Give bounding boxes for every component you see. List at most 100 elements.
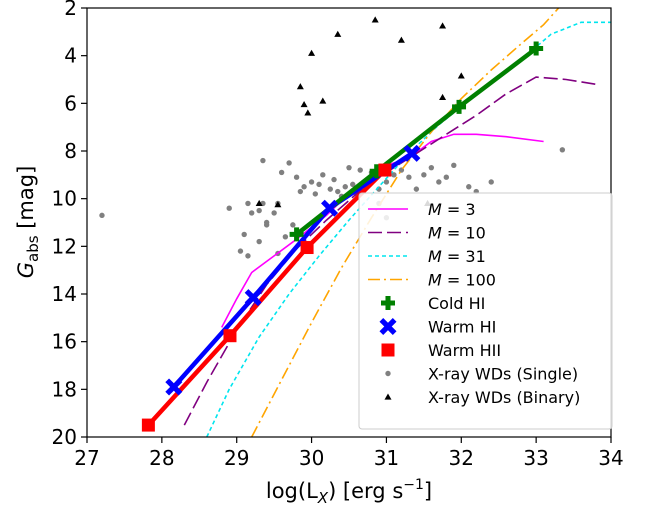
single-wd-point (342, 184, 348, 190)
legend-label: M = 10 (428, 224, 486, 243)
data-point-cold-hi (452, 99, 467, 114)
x-tick-label: 29 (224, 446, 249, 470)
single-wd-point (428, 164, 435, 171)
binary-wd-point (439, 93, 447, 100)
single-wd-point (99, 212, 105, 219)
data-point-warm-hii (141, 418, 155, 432)
legend-marker (384, 393, 392, 400)
y-tick-label: 18 (52, 377, 77, 401)
data-point-warm-hi (165, 378, 183, 396)
single-wd-point (256, 207, 262, 214)
series-line-warm-hi (172, 151, 414, 389)
x-tick-label: 27 (74, 446, 99, 470)
binary-wd-point (300, 101, 308, 108)
single-wd-point (421, 172, 427, 178)
binary-wd-point (308, 49, 316, 56)
legend-label: X-ray WDs (Single) (428, 365, 578, 384)
legend-label: M = 100 (428, 271, 496, 290)
data-point-cold-hi (289, 227, 304, 242)
x-tick-label: 32 (449, 446, 474, 470)
data-point-warm-hii (378, 163, 392, 177)
single-wd-point (320, 172, 326, 178)
binary-wd-point (296, 83, 304, 90)
single-wd-point (331, 176, 337, 183)
y-tick-label: 12 (52, 234, 77, 258)
legend: M = 3 M = 10 M = 31 M = 100 Cold HI Warm HI Wa… (358, 192, 613, 430)
data-point-warm-hi (321, 199, 339, 217)
single-wd-point (443, 174, 450, 180)
single-wd-point (290, 222, 296, 228)
single-wd-point (263, 219, 270, 226)
single-wd-point (271, 210, 277, 216)
y-tick-label: 16 (52, 330, 77, 354)
legend-label: Cold HI (428, 294, 485, 313)
binary-wd-point (334, 30, 342, 37)
data-point-warm-hii (223, 329, 237, 343)
series-x-ray-wds-binary- (255, 16, 465, 208)
single-wd-point (297, 188, 304, 195)
binary-wd-point (274, 201, 282, 208)
y-tick-label: 8 (64, 139, 77, 163)
legend-label: M = 31 (428, 247, 486, 266)
single-wd-point (248, 210, 255, 216)
single-wd-point (226, 205, 232, 211)
legend-box (358, 192, 613, 430)
single-wd-point (260, 157, 266, 164)
data-point-warm-hi (244, 289, 262, 307)
legend-marker (385, 370, 391, 377)
x-tick-label: 34 (598, 446, 623, 470)
single-wd-point (245, 200, 251, 207)
series-line-warm-hii (146, 168, 387, 427)
y-tick-label: 2 (64, 0, 77, 20)
data-point-warm-hi (403, 144, 421, 162)
single-wd-point (488, 179, 494, 185)
data-point-warm-hii (300, 241, 314, 255)
binary-wd-point (439, 22, 447, 29)
single-wd-point (245, 253, 251, 259)
plot-area (99, 8, 611, 437)
single-wd-point (293, 174, 300, 180)
single-wd-point (466, 184, 472, 190)
legend-label: M = 3 (428, 200, 476, 219)
single-wd-point (241, 231, 247, 238)
data-point-cold-hi (529, 41, 544, 56)
single-wd-point (256, 238, 262, 245)
y-tick-label: 14 (52, 282, 77, 306)
binary-wd-point (371, 16, 379, 23)
binary-wd-point (397, 36, 405, 43)
single-wd-point (286, 160, 292, 166)
legend-label: Warm HII (428, 341, 501, 360)
single-wd-point (278, 169, 285, 176)
single-wd-point (308, 179, 315, 185)
single-wd-point (327, 186, 333, 192)
x-tick-label: 31 (374, 446, 399, 470)
x-tick-label: 30 (299, 446, 324, 470)
legend-marker (379, 317, 397, 336)
single-wd-point (436, 179, 442, 185)
single-wd-point (559, 147, 566, 153)
single-wd-point (391, 172, 397, 178)
binary-wd-point (304, 109, 312, 116)
binary-wd-point (457, 72, 465, 79)
single-wd-point (335, 188, 341, 195)
x-axis-label: log(LX) [erg s−1] (266, 477, 432, 507)
data-point-cold-hi (369, 164, 384, 179)
binary-wd-point (319, 97, 327, 104)
single-wd-point (383, 179, 390, 185)
x-axis: 27 28 29 30 31 32 33 34 (74, 437, 624, 470)
legend-label: Warm HI (428, 318, 496, 337)
x-tick-label: 33 (523, 446, 548, 470)
y-tick-label: 10 (52, 187, 77, 211)
x-tick-label: 28 (149, 446, 174, 470)
y-axis-label: Gabs [mag] (14, 166, 42, 279)
single-wd-point (237, 248, 244, 254)
single-wd-point (413, 186, 420, 192)
single-wd-point (301, 184, 307, 190)
single-wd-point (357, 167, 363, 173)
single-wd-point (316, 181, 322, 188)
single-wd-point (312, 191, 319, 197)
binary-wd-point (255, 199, 263, 207)
y-tick-label: 20 (52, 425, 77, 449)
single-wd-point (406, 174, 412, 180)
